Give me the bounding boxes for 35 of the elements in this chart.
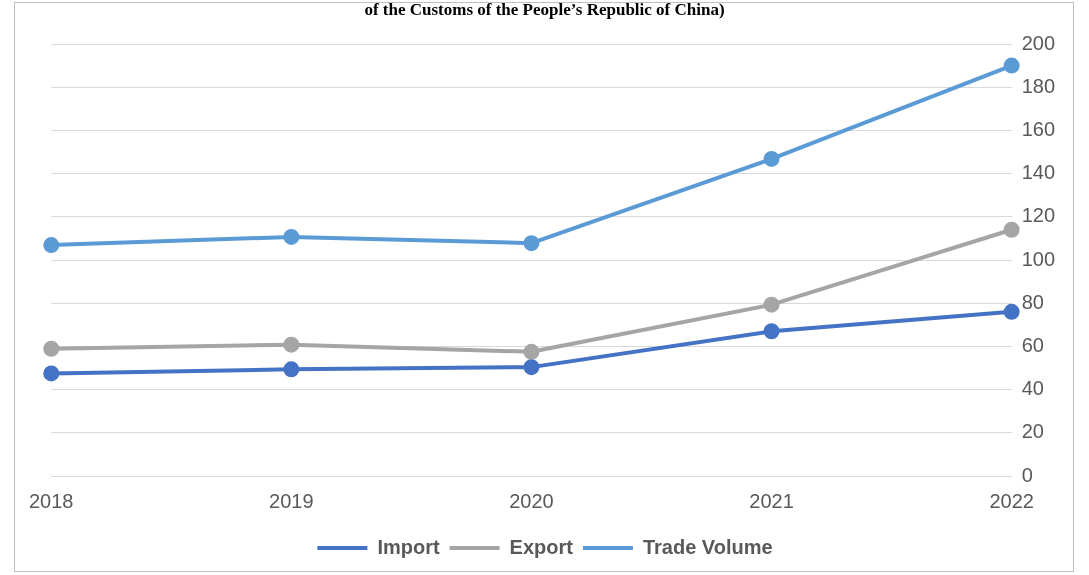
y-tick-label: 0 xyxy=(1021,463,1033,486)
point xyxy=(763,150,780,167)
point xyxy=(523,359,540,376)
y-tick-label: 200 xyxy=(1021,31,1056,54)
point xyxy=(523,343,540,360)
point xyxy=(1003,221,1020,238)
legend-label: Trade Volume xyxy=(642,535,773,558)
x-tick-label: 2021 xyxy=(749,489,794,512)
point xyxy=(1003,303,1020,320)
legend-label: Export xyxy=(509,535,574,558)
x-tick-label: 2022 xyxy=(989,489,1034,512)
y-tick-label: 180 xyxy=(1021,74,1056,97)
y-tick-label: 80 xyxy=(1021,290,1044,313)
point xyxy=(283,336,300,353)
point xyxy=(523,235,540,252)
y-tick-label: 60 xyxy=(1021,333,1044,356)
x-tick-label: 2020 xyxy=(509,489,554,512)
point xyxy=(43,365,60,382)
point xyxy=(43,340,60,357)
chart-title: of the Customs of the People’s Republic of China) xyxy=(363,0,726,20)
y-tick-label: 20 xyxy=(1021,420,1044,443)
point xyxy=(283,361,300,378)
legend-label: Import xyxy=(377,535,440,558)
point xyxy=(763,296,780,313)
point xyxy=(43,237,60,254)
x-tick-label: 2018 xyxy=(29,489,74,512)
y-tick-label: 140 xyxy=(1021,161,1056,184)
y-tick-label: 100 xyxy=(1021,247,1056,270)
point xyxy=(763,323,780,340)
y-tick-label: 160 xyxy=(1021,117,1056,140)
point xyxy=(1003,57,1020,74)
point xyxy=(283,228,300,245)
y-tick-label: 120 xyxy=(1021,204,1056,227)
x-tick-label: 2019 xyxy=(269,489,314,512)
y-tick-label: 40 xyxy=(1021,377,1044,400)
